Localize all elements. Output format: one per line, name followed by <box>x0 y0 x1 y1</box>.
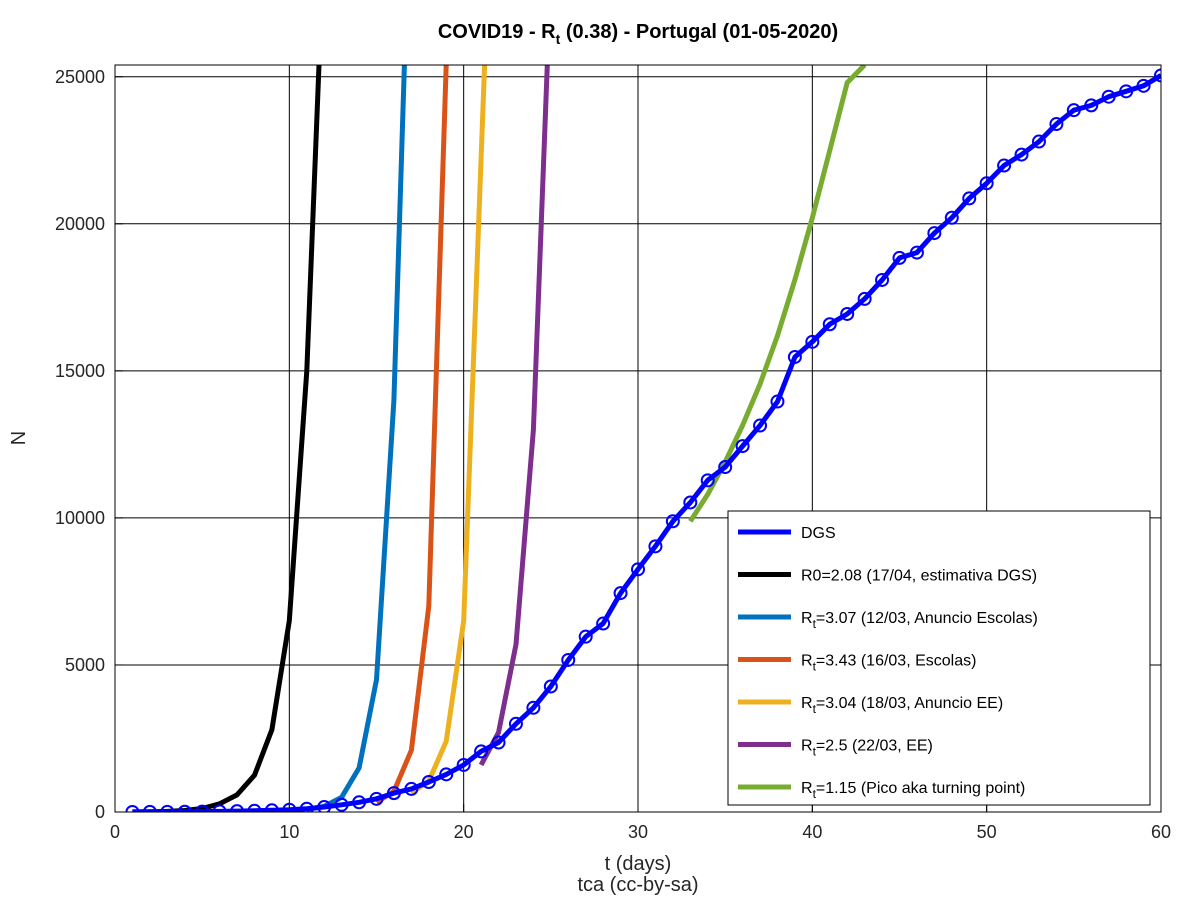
data-point <box>857 291 872 306</box>
legend: DGS R0=2.08 (17/04, estimativa DGS) Rt=3.0… <box>727 510 1151 806</box>
data-point <box>1136 78 1151 93</box>
data-point <box>352 795 367 810</box>
y-tick-label: 15000 <box>55 361 105 381</box>
data-point <box>997 158 1012 173</box>
legend-box <box>727 510 1151 806</box>
x-tick-label: 40 <box>802 822 822 842</box>
data-point <box>264 803 279 812</box>
x-tick-label: 50 <box>977 822 997 842</box>
plot-frame <box>114 64 1162 813</box>
data-point <box>892 250 907 265</box>
data-point <box>369 791 384 806</box>
legend-item: Rt=3.04 (18/03, Anuncio EE) <box>738 695 1003 716</box>
legend-label: DGS <box>801 525 836 542</box>
y-tick-label: 20000 <box>55 214 105 234</box>
data-point <box>805 334 820 349</box>
data-point <box>944 210 959 225</box>
data-point <box>299 801 314 812</box>
data-point <box>648 539 663 554</box>
x-tick-label: 0 <box>110 822 120 842</box>
data-point <box>456 757 471 772</box>
data-point <box>979 176 994 191</box>
legend-label: Rt=2.5 (22/03, EE) <box>801 738 933 759</box>
data-point <box>1014 147 1029 162</box>
data-point <box>1031 134 1046 149</box>
data-point <box>613 586 628 601</box>
data-point <box>822 317 837 332</box>
y-tick-label: 10000 <box>55 508 105 528</box>
series-group <box>125 65 1161 812</box>
data-point <box>526 700 541 715</box>
data-point <box>665 514 680 529</box>
data-point <box>282 802 297 812</box>
data-point <box>317 800 332 812</box>
x-axis-sublabel: tca (cc-by-sa) <box>577 874 698 896</box>
data-point <box>770 394 785 409</box>
legend-item: R0=2.08 (17/04, estimativa DGS) <box>738 568 1037 585</box>
legend-item: Rt=2.5 (22/03, EE) <box>738 738 933 759</box>
y-tick-labels: 0 5000 10000 15000 20000 25000 <box>55 67 105 822</box>
legend-label: R0=2.08 (17/04, estimativa DGS) <box>801 568 1037 585</box>
x-tick-label: 10 <box>279 822 299 842</box>
x-tick-label: 30 <box>628 822 648 842</box>
data-point <box>596 616 611 631</box>
legend-label: Rt=1.15 (Pico aka turning point) <box>801 780 1025 801</box>
data-point <box>909 245 924 260</box>
y-tick-label: 25000 <box>55 67 105 87</box>
x-tick-label: 20 <box>454 822 474 842</box>
data-point <box>683 495 698 510</box>
data-point <box>421 775 436 790</box>
data-point <box>962 191 977 206</box>
legend-item: Rt=1.15 (Pico aka turning point) <box>738 780 1025 801</box>
data-point <box>840 306 855 321</box>
data-point <box>491 735 506 750</box>
data-point <box>927 226 942 241</box>
series-line <box>132 73 1161 812</box>
y-tick-label: 0 <box>95 802 105 822</box>
data-point <box>247 803 262 812</box>
series-dgs <box>125 68 1161 812</box>
data-point <box>474 744 489 759</box>
data-point <box>875 272 890 287</box>
data-point <box>543 679 558 694</box>
data-point <box>212 804 227 812</box>
y-tick-label: 5000 <box>65 655 105 675</box>
data-point <box>508 716 523 731</box>
chart-title: COVID19 - Rt (0.38) - Portugal (01-05-20… <box>438 21 838 47</box>
data-point <box>631 562 645 577</box>
data-point <box>1154 68 1161 83</box>
data-point <box>753 418 768 433</box>
data-point <box>1084 98 1099 113</box>
data-point <box>386 786 401 801</box>
data-point <box>1101 89 1116 104</box>
data-point <box>787 349 802 364</box>
y-axis-label: N <box>8 431 30 445</box>
legend-item: Rt=3.43 (16/03, Escolas) <box>738 653 976 674</box>
data-point <box>561 652 576 667</box>
data-point <box>700 473 715 488</box>
data-point <box>1049 117 1064 132</box>
legend-label: Rt=3.43 (16/03, Escolas) <box>801 653 976 674</box>
legend-label: Rt=3.07 (12/03, Anuncio Escolas) <box>801 610 1038 631</box>
x-tick-label: 60 <box>1151 822 1171 842</box>
legend-item: Rt=3.07 (12/03, Anuncio Escolas) <box>738 610 1038 631</box>
data-point <box>1066 103 1081 118</box>
data-point <box>439 767 454 782</box>
x-tick-labels: 0 10 20 30 40 50 60 <box>110 822 1171 842</box>
data-point <box>404 781 419 796</box>
data-point <box>334 797 349 812</box>
data-point <box>1119 84 1134 99</box>
data-point <box>735 439 750 454</box>
x-axis-label: t (days) <box>605 853 672 875</box>
legend-label: Rt=3.04 (18/03, Anuncio EE) <box>801 695 1003 716</box>
data-point <box>230 804 245 812</box>
data-point <box>718 460 733 475</box>
legend-item: DGS <box>738 525 836 542</box>
data-point <box>578 629 593 644</box>
